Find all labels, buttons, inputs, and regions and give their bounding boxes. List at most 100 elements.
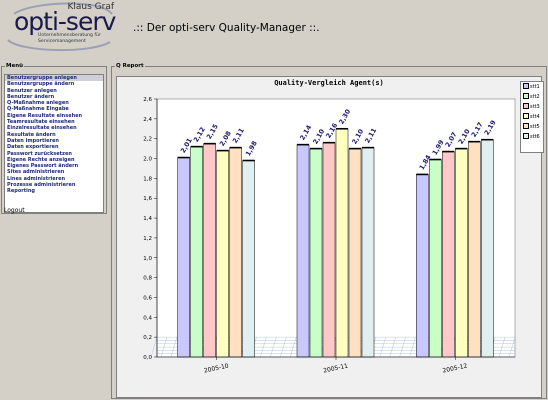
menu-panel: Menü Benutzergruppe anlegen Benutzergrupp… — [1, 63, 107, 214]
logout-link[interactable]: Logout — [4, 207, 25, 214]
menu-item[interactable]: Einzelresultate einsehen — [7, 125, 77, 132]
chart-title: Quality-Vergleich Agent(s) — [274, 79, 384, 87]
floor-grid-line — [409, 337, 416, 358]
bar — [229, 147, 242, 358]
menu-list[interactable]: Benutzergruppe anlegen Benutzergruppe änd… — [4, 74, 104, 213]
legend-swatch — [523, 103, 529, 109]
legend-swatch — [523, 123, 529, 129]
bar — [442, 151, 455, 358]
legend-entry: stt1 — [521, 82, 543, 92]
menu-item[interactable]: Benutzergruppe anlegen — [5, 75, 103, 82]
x-tick-label: 2005-10 — [203, 362, 229, 374]
y-tick-label: 1,6 — [143, 196, 152, 202]
menu-item[interactable]: Resultate ändern — [7, 131, 56, 138]
bar — [481, 139, 494, 358]
menu-legend: Menü — [6, 63, 24, 69]
menu-item[interactable]: Daten importieren — [7, 137, 59, 144]
chart-legend: stt1 stt2 stt3 stt4 stt5 stt6 — [520, 81, 544, 153]
floor-grid-line — [399, 337, 406, 358]
report-panel: Q Report 0,0 0,2 0,4 0,6 0,8 1,0 1,2 1,4 1,6 1,8 2… — [111, 63, 547, 399]
menu-item[interactable]: Benutzergruppe ändern — [7, 81, 75, 88]
bar — [242, 160, 255, 358]
logo-swoosh-icon — [7, 2, 113, 52]
bar — [203, 143, 216, 358]
x-tick-label: 2005-12 — [442, 362, 468, 374]
menu-item[interactable]: Eigene Rechte anzeigen — [7, 156, 75, 163]
legend-swatch — [523, 83, 529, 89]
bar — [455, 148, 468, 358]
menu-item[interactable]: Prozesse administrieren — [7, 182, 76, 189]
menu-item[interactable]: Q-Maßnahme Eingabe — [7, 106, 69, 113]
opti-serv-logo: Klaus Graf opti-serv Unternehmensberatun… — [0, 0, 120, 56]
legend-entry: stt2 — [521, 92, 543, 102]
floor-grid-line — [280, 337, 287, 358]
legend-label: stt1 — [530, 84, 540, 90]
legend-label: stt4 — [530, 114, 540, 120]
bar — [348, 148, 362, 358]
bar — [309, 148, 323, 358]
y-tick-label: 2,0 — [143, 157, 152, 163]
legend-swatch — [523, 133, 529, 139]
x-tick-label: 2005-11 — [323, 362, 349, 374]
y-tick-label: 1,0 — [143, 256, 152, 262]
floor-grid-line — [389, 337, 396, 358]
floor-grid-line — [508, 337, 516, 358]
bar — [416, 174, 429, 358]
app-title: .:: Der opti-serv Quality-Manager ::. — [133, 22, 320, 34]
floor-grid-line — [379, 337, 386, 358]
floor-grid-line — [290, 337, 297, 358]
y-tick-label: 0,2 — [143, 335, 152, 341]
menu-item[interactable]: Eigene Resultate einsehen — [7, 112, 83, 119]
menu-item[interactable]: Lines administrieren — [7, 175, 66, 182]
y-tick-label: 1,4 — [143, 216, 152, 222]
menu-item[interactable]: Reporting — [7, 188, 35, 195]
floor-grid-line — [160, 337, 168, 358]
logo-tagline: Unternehmensberatung für Servicemanageme… — [38, 33, 101, 44]
report-legend: Q Report — [116, 63, 144, 69]
y-tick-label: 2,4 — [143, 117, 152, 123]
floor-grid-line — [260, 337, 267, 358]
y-tick-label: 1,8 — [143, 176, 152, 182]
y-tick-label: 0,6 — [143, 295, 152, 301]
y-tick-label: 2,2 — [143, 137, 152, 143]
bar — [296, 144, 310, 358]
y-tick-label: 0,4 — [143, 315, 152, 321]
legend-entry: stt4 — [521, 112, 543, 122]
bar — [429, 159, 442, 358]
floor-grid-line — [498, 337, 506, 358]
y-tick-label: 1,2 — [143, 236, 152, 242]
menu-item[interactable]: Passwort zurücksetzen — [7, 150, 72, 157]
chart-canvas: 0,0 0,2 0,4 0,6 0,8 1,0 1,2 1,4 1,6 1,8 2,0 2,2 2,4 2… — [143, 97, 516, 375]
legend-entry: stt3 — [521, 102, 543, 112]
bar — [322, 142, 336, 358]
menu-item[interactable]: Daten exportieren — [7, 144, 59, 151]
legend-label: stt5 — [530, 124, 540, 130]
bar — [468, 141, 481, 358]
menu-item[interactable]: Eigenes Passwort ändern — [7, 163, 79, 170]
bar — [335, 128, 349, 358]
y-tick-label: 0,0 — [143, 355, 152, 361]
legend-entry: stt6 — [521, 132, 543, 142]
menu-item[interactable]: Teamresultate einsehen — [7, 119, 75, 126]
logo-author: Klaus Graf — [67, 2, 114, 12]
logo-brand: opti-serv — [14, 7, 116, 36]
menu-item[interactable]: Benutzer ändern — [7, 93, 55, 100]
bar — [177, 157, 190, 358]
legend-label: stt3 — [530, 104, 540, 110]
legend-swatch — [523, 93, 529, 99]
y-tick-label: 2,6 — [143, 97, 152, 103]
floor-grid-line — [270, 337, 277, 358]
header: Klaus Graf opti-serv Unternehmensberatun… — [0, 0, 548, 58]
legend-entry: stt5 — [521, 122, 543, 132]
menu-item[interactable]: Q-Maßnahme anlegen — [7, 100, 69, 107]
floor-grid-line — [150, 337, 158, 358]
menu-item[interactable]: Benutzer anlegen — [7, 87, 57, 94]
menu-item[interactable]: Sites administrieren — [7, 169, 65, 176]
legend-label: stt6 — [530, 134, 540, 140]
y-tick-label: 0,8 — [143, 276, 152, 282]
bar — [216, 150, 229, 358]
bar — [190, 146, 203, 358]
floor-grid-line — [170, 337, 178, 358]
quality-chart: 0,0 0,2 0,4 0,6 0,8 1,0 1,2 1,4 1,6 1,8 2,0 2,2 2,4 2… — [116, 76, 544, 398]
bar — [361, 147, 375, 358]
